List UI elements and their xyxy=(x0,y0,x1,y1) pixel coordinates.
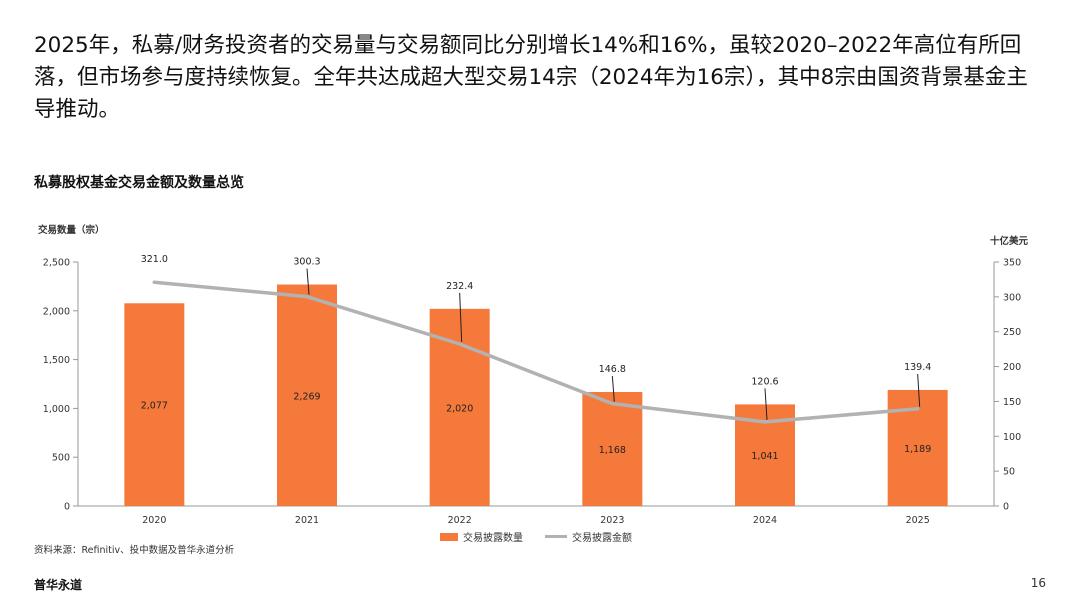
source-note: 资料来源：Refinitiv、投中数据及普华永道分析 xyxy=(34,545,235,556)
line-value-label: 321.0 xyxy=(141,254,168,265)
x-tick-label: 2021 xyxy=(295,515,319,526)
y-tick-label-left: 0 xyxy=(64,502,70,513)
label-leader xyxy=(764,388,768,420)
line-value-label: 139.4 xyxy=(904,362,931,373)
bar xyxy=(124,303,185,506)
y-tick-label-right: 150 xyxy=(1003,397,1021,408)
bar-value-label: 2,077 xyxy=(141,401,168,412)
line-value-label: 232.4 xyxy=(446,281,473,292)
legend-item-amount: 交易披露金额 xyxy=(545,529,632,544)
y-tick-label-right: 0 xyxy=(1003,502,1009,513)
label-leader xyxy=(306,268,310,295)
x-tick-label: 2022 xyxy=(448,515,472,526)
label-leader xyxy=(459,292,463,343)
headline: 2025年，私募/财务投资者的交易量与交易额同比分别增长14%和16%，虽较20… xyxy=(34,33,1028,122)
line-value-label: 146.8 xyxy=(599,364,626,375)
x-tick-label: 2020 xyxy=(142,515,166,526)
bar xyxy=(582,392,643,506)
y-tick-label-left: 2,500 xyxy=(43,258,70,269)
line-value-label: 120.6 xyxy=(751,376,778,387)
y-tick-label-left: 1,000 xyxy=(43,404,70,415)
bar xyxy=(277,284,337,506)
bar-value-label: 1,168 xyxy=(599,445,626,456)
bar-value-label: 2,269 xyxy=(293,391,320,402)
line-value-label: 300.3 xyxy=(293,257,320,268)
legend-swatch-line xyxy=(545,535,567,538)
y-tick-label-right: 250 xyxy=(1003,327,1021,338)
y-tick-label-right: 300 xyxy=(1003,292,1021,303)
label-leader xyxy=(917,373,921,407)
x-tick-label: 2025 xyxy=(906,515,930,526)
amount-line xyxy=(152,280,920,424)
bar-value-label: 1,189 xyxy=(904,444,931,455)
page-number: 16 xyxy=(1030,576,1046,590)
legend-label-count: 交易披露数量 xyxy=(463,533,523,544)
legend: 交易披露数量 交易披露金额 xyxy=(440,529,654,544)
brand-name: 普华永道 xyxy=(34,578,83,592)
x-tick-label: 2023 xyxy=(600,515,624,526)
y-tick-label-right: 50 xyxy=(1003,467,1015,478)
legend-item-count: 交易披露数量 xyxy=(440,529,523,544)
bar-value-label: 1,041 xyxy=(751,451,778,462)
legend-label-amount: 交易披露金额 xyxy=(572,533,632,544)
y-tick-label-right: 350 xyxy=(1003,258,1021,269)
y-axis-label-left: 交易数量（宗） xyxy=(38,224,105,236)
chart-title: 私募股权基金交易金额及数量总览 xyxy=(34,175,244,191)
x-tick-label: 2024 xyxy=(753,515,777,526)
bar xyxy=(429,308,490,506)
y-tick-label-right: 200 xyxy=(1003,362,1021,373)
label-leader xyxy=(611,375,615,402)
bar-value-label: 2,020 xyxy=(446,403,473,414)
y-tick-label-left: 1,500 xyxy=(43,355,70,366)
y-tick-label-left: 500 xyxy=(52,453,70,464)
y-tick-label-right: 100 xyxy=(1003,432,1021,443)
y-tick-label-left: 2,000 xyxy=(43,306,70,317)
legend-swatch-bar xyxy=(440,532,458,541)
y-axis-label-right: 十亿美元 xyxy=(990,235,1029,247)
